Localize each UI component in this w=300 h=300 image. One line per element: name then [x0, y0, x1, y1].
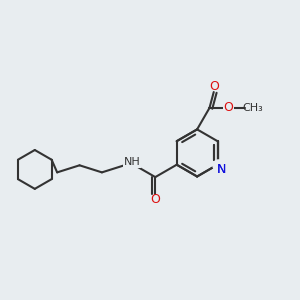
Text: N: N [216, 163, 226, 176]
Text: O: O [209, 80, 219, 93]
Text: N: N [216, 163, 226, 176]
Text: O: O [224, 101, 233, 115]
Text: O: O [150, 193, 160, 206]
Text: CH₃: CH₃ [243, 103, 263, 113]
Text: NH: NH [124, 158, 140, 167]
